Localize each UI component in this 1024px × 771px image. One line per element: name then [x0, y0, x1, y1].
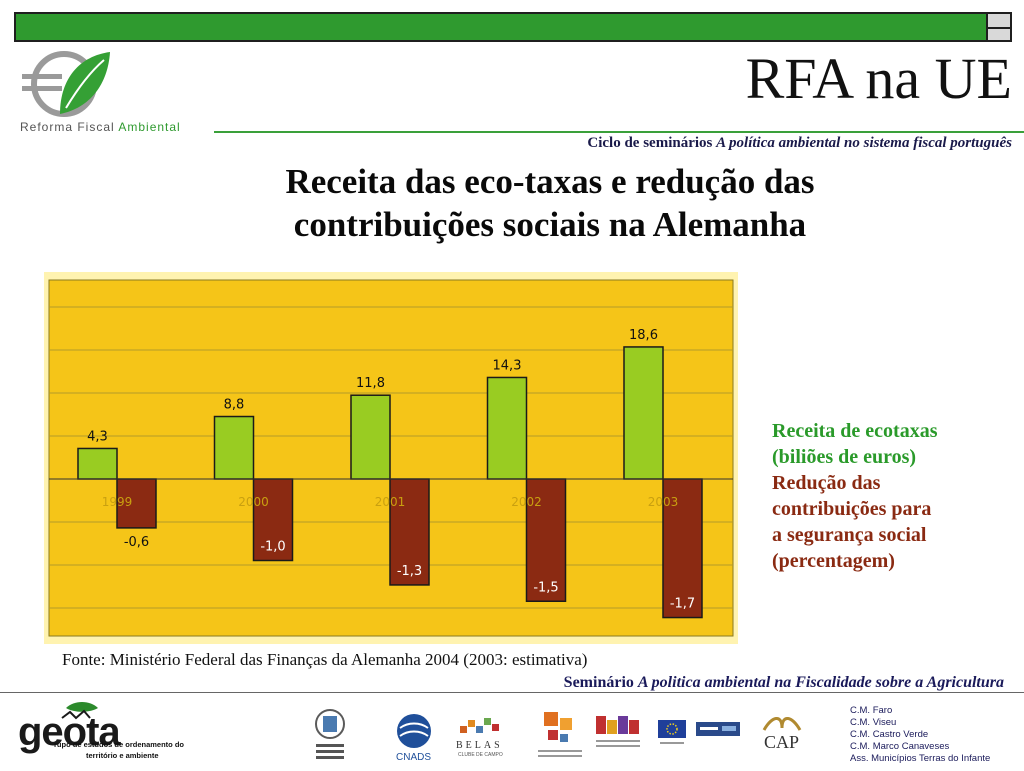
ipj-logo: [308, 708, 352, 769]
partner-item: Ass. Municípios Terras do Infante: [850, 753, 991, 764]
cap-logo: CAP: [760, 712, 808, 764]
red-bar-value-label: -1,7: [670, 597, 695, 612]
eu-flag-icon: [658, 720, 686, 744]
logo-caption: Reforma Fiscal Ambiental: [20, 120, 181, 134]
belas-caption: CLUBE DE CAMPO: [458, 752, 503, 758]
seminar-title: Seminário A politica ambiental na Fiscal…: [563, 674, 1004, 691]
footer-rule: [0, 692, 1024, 693]
cnads-label: CNADS: [396, 752, 432, 763]
legend-green-line-2: (biliões de euros): [772, 446, 917, 468]
cap-emblem-icon: [762, 717, 802, 731]
top-banner: [14, 12, 1012, 42]
green-bar-value-label: 8,8: [224, 398, 245, 413]
green-bar: [486, 376, 528, 480]
cap-label: CAP: [764, 732, 800, 752]
bar-chart: 4,3 -0,6 1999 8,8 -1,0 2000 11,8 -1,3 2001 14,3 -1…: [44, 272, 738, 649]
red-bar: [389, 478, 430, 586]
category-label: 1999: [102, 495, 133, 509]
heading-line-1: Receita das eco-taxas e redução das: [285, 162, 815, 201]
geota-wordmark: geota: [18, 710, 121, 754]
red-bar-value-label: -1,5: [533, 580, 558, 595]
red-bar-value-label: -1,3: [397, 564, 422, 579]
category-label: 2001: [375, 495, 406, 509]
ipj-emblem-icon: [315, 709, 345, 759]
agency-logo: [696, 720, 740, 745]
belas-logo: BELAS CLUBE DE CAMPO: [456, 714, 520, 764]
partner-item: C.M. Castro Verde: [850, 729, 929, 740]
banner-box: [986, 14, 1010, 40]
partners-list: C.M. Faro C.M. Viseu C.M. Castro Verde C…: [850, 705, 990, 765]
green-bar: [77, 447, 118, 480]
operational-emblem-icon: [596, 716, 640, 747]
regional-program-logo: [538, 710, 582, 767]
category-label: 2002: [511, 495, 542, 509]
cnads-emblem-icon: [397, 714, 431, 748]
geota-emblem-icon: [61, 702, 98, 720]
rfa-logo: Reforma Fiscal Ambiental: [20, 48, 220, 140]
program-emblem-icon: [538, 712, 582, 757]
green-bar: [623, 346, 664, 480]
page-title: RFA na UE: [745, 46, 1012, 111]
euro-leaf-icon: [22, 51, 110, 117]
legend-green-line-1: Receita de ecotaxas: [772, 420, 938, 442]
belas-emblem-icon: [460, 718, 499, 733]
red-bar-value-label: -0,6: [124, 535, 149, 550]
red-bar-value-label: -1,0: [260, 540, 285, 555]
green-bar-value-label: 11,8: [356, 376, 385, 391]
belas-label: BELAS: [456, 740, 503, 751]
legend-red-line-2: contribuições para: [772, 498, 932, 520]
heading-line-2: contribuições sociais na Alemanha: [293, 205, 807, 244]
green-bar-value-label: 14,3: [493, 358, 522, 373]
geota-caption-1: rupo de estudos de ordenamento do: [54, 740, 185, 749]
slide-heading: Receita das eco-taxas e redução das cont…: [150, 160, 950, 246]
legend-red-line-1: Redução das: [772, 472, 881, 494]
source-note: Fonte: Ministério Federal das Finanças d…: [62, 650, 588, 669]
green-bar-value-label: 4,3: [87, 429, 108, 444]
legend-red-line-4: (percentagem): [772, 550, 895, 572]
partner-item: C.M. Faro: [850, 705, 893, 716]
green-bar: [350, 394, 391, 480]
partner-item: C.M. Viseu: [850, 717, 897, 728]
chart-svg: 4,3 -0,6 1999 8,8 -1,0 2000 11,8 -1,3 2001 14,3 -1…: [44, 272, 738, 644]
cnads-logo: CNADS: [394, 712, 438, 766]
eu-flag-logo: [658, 720, 686, 755]
seminar-cycle-subtitle: Ciclo de seminários A política ambiental…: [587, 135, 1012, 151]
agency-emblem-icon: [696, 722, 740, 736]
red-bar: [116, 478, 157, 529]
operational-program-logo: [594, 714, 642, 759]
header-rule: [214, 131, 1024, 133]
partner-item: C.M. Marco Canaveses: [850, 741, 950, 752]
category-label: 2000: [238, 495, 269, 509]
geota-caption-2: território e ambiente: [86, 751, 159, 760]
chart-legend: Receita de ecotaxas (biliões de euros) R…: [772, 418, 938, 574]
geota-logo: geota rupo de estudos de ordenamento do …: [14, 698, 190, 766]
green-bar-value-label: 18,6: [629, 328, 658, 343]
green-bar: [213, 415, 255, 480]
legend-red-line-3: a segurança social: [772, 524, 927, 546]
category-label: 2003: [648, 495, 679, 509]
